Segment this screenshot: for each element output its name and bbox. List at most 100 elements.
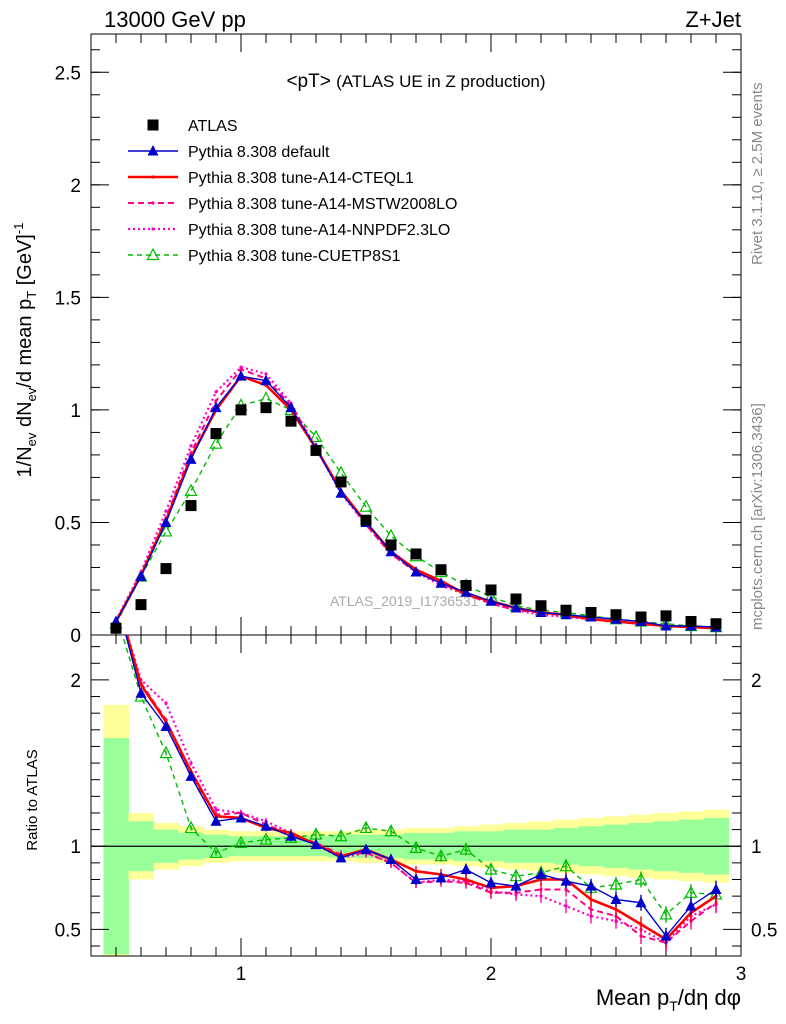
ratio-y-tick-label-right: 2 <box>751 671 762 692</box>
data-marker-triangle <box>285 401 297 413</box>
data-marker-triangle <box>235 370 247 381</box>
data-marker-triangle-open <box>334 828 348 842</box>
data-marker-triangle <box>460 586 472 597</box>
data-marker-point <box>189 761 193 765</box>
data-marker-triangle-open <box>184 483 198 497</box>
data-marker-triangle <box>260 820 272 831</box>
data-marker-triangle <box>135 687 147 698</box>
data-marker-triangle <box>435 577 447 588</box>
y-tick-label: 0.5 <box>55 513 81 534</box>
data-marker-triangle <box>185 453 197 464</box>
data-marker-triangle <box>210 815 222 826</box>
data-marker-triangle <box>210 401 222 413</box>
data-marker-triangle <box>310 838 322 850</box>
data-marker-square <box>435 564 447 576</box>
data-marker-point <box>214 390 218 394</box>
data-marker-point <box>564 904 568 908</box>
data-marker-square <box>385 539 397 551</box>
data-marker-point <box>589 907 593 912</box>
data-marker-square <box>360 514 372 526</box>
data-marker-square <box>485 584 497 596</box>
data-marker-square <box>185 500 197 512</box>
data-marker-square <box>460 579 472 591</box>
legend-entry-label: Pythia 8.308 default <box>188 144 330 161</box>
ratio-y-tick-label-right: 0.5 <box>751 920 777 941</box>
data-marker-triangle <box>147 145 159 156</box>
data-marker-point <box>239 365 243 369</box>
ratio-series-line <box>126 635 717 944</box>
data-marker-triangle-open <box>259 832 273 845</box>
data-marker-point <box>164 701 168 705</box>
data-marker-point <box>639 922 643 926</box>
ratio-y-tick-label: 0.5 <box>55 920 81 941</box>
data-marker-triangle <box>235 811 247 823</box>
data-marker-triangle-open <box>559 858 573 872</box>
data-marker-square <box>335 476 347 488</box>
data-marker-triangle <box>610 893 622 904</box>
ratio-y-tick-label: 1 <box>70 837 81 858</box>
data-marker-triangle <box>185 770 197 781</box>
data-marker-square <box>110 622 122 634</box>
y-tick-label: 0 <box>70 626 81 647</box>
data-marker-square <box>285 415 297 427</box>
data-marker-point <box>114 595 117 598</box>
data-marker-triangle <box>635 896 647 908</box>
data-marker-square <box>210 428 222 440</box>
data-marker-point <box>639 934 643 938</box>
data-marker-triangle <box>410 873 422 884</box>
data-marker-square <box>535 600 547 612</box>
data-marker-triangle <box>510 880 522 891</box>
data-marker-point <box>589 897 593 902</box>
main-series <box>109 365 723 634</box>
data-marker-square <box>710 618 722 630</box>
legend-entry-label: Pythia 8.308 tune-A14-CTEQL1 <box>188 170 414 187</box>
data-marker-triangle <box>510 601 522 613</box>
legend-entry-label: Pythia 8.308 tune-CUETP8S1 <box>188 248 401 265</box>
data-marker-point <box>151 175 155 179</box>
data-marker-triangle <box>335 851 347 863</box>
data-marker-point <box>151 201 155 205</box>
data-marker-triangle-open <box>434 848 448 862</box>
data-marker-triangle <box>335 487 347 498</box>
data-marker-triangle <box>585 880 597 891</box>
data-marker-point <box>239 367 243 371</box>
y-tick-label: 1.5 <box>55 288 81 309</box>
ratio-series <box>114 595 723 951</box>
data-marker-triangle <box>460 863 472 875</box>
data-marker-triangle-open <box>159 524 173 537</box>
x-tick-label: 2 <box>486 964 497 985</box>
data-marker-triangle <box>260 374 272 386</box>
data-marker-triangle-open <box>159 745 173 759</box>
data-marker-square <box>310 444 322 456</box>
data-marker-point <box>614 907 618 912</box>
data-marker-triangle-open <box>359 499 373 512</box>
data-marker-triangle <box>535 606 547 617</box>
y-tick-label: 1 <box>70 401 81 422</box>
data-marker-triangle-open <box>209 436 223 449</box>
main-ticks: 0 0.5 1 1.5 2 2.5 <box>55 34 741 647</box>
data-marker-triangle <box>385 545 397 557</box>
data-marker-triangle-open <box>184 820 198 834</box>
legend-entry-label: Pythia 8.308 tune-A14-NNPDF2.3LO <box>188 222 450 239</box>
data-marker-triangle-open <box>659 907 673 920</box>
ratio-y-tick-label-right: 1 <box>751 837 762 858</box>
data-marker-triangle <box>385 853 397 865</box>
x-tick-label: 1 <box>236 964 247 985</box>
data-marker-triangle <box>410 565 422 577</box>
data-marker-triangle <box>160 516 172 527</box>
data-marker-square <box>410 548 422 560</box>
data-marker-point <box>114 595 117 598</box>
ratio-series-line <box>126 635 717 945</box>
analysis-watermark: ATLAS_2019_I1736531 <box>330 593 479 609</box>
data-marker-triangle-open <box>409 840 423 853</box>
ratio-series-group <box>114 595 723 951</box>
data-marker-triangle <box>160 720 172 731</box>
data-marker-square <box>135 599 147 611</box>
data-marker-triangle <box>485 595 497 606</box>
y-tick-label: 2 <box>70 176 81 197</box>
main-ylabel: 1/Nev dNev/d mean pT [GeV]-1 <box>11 223 39 478</box>
ratio-y-tick-label: 2 <box>70 671 81 692</box>
data-marker-triangle <box>285 830 297 841</box>
data-marker-triangle-open <box>459 842 473 855</box>
data-marker-point <box>151 227 155 231</box>
